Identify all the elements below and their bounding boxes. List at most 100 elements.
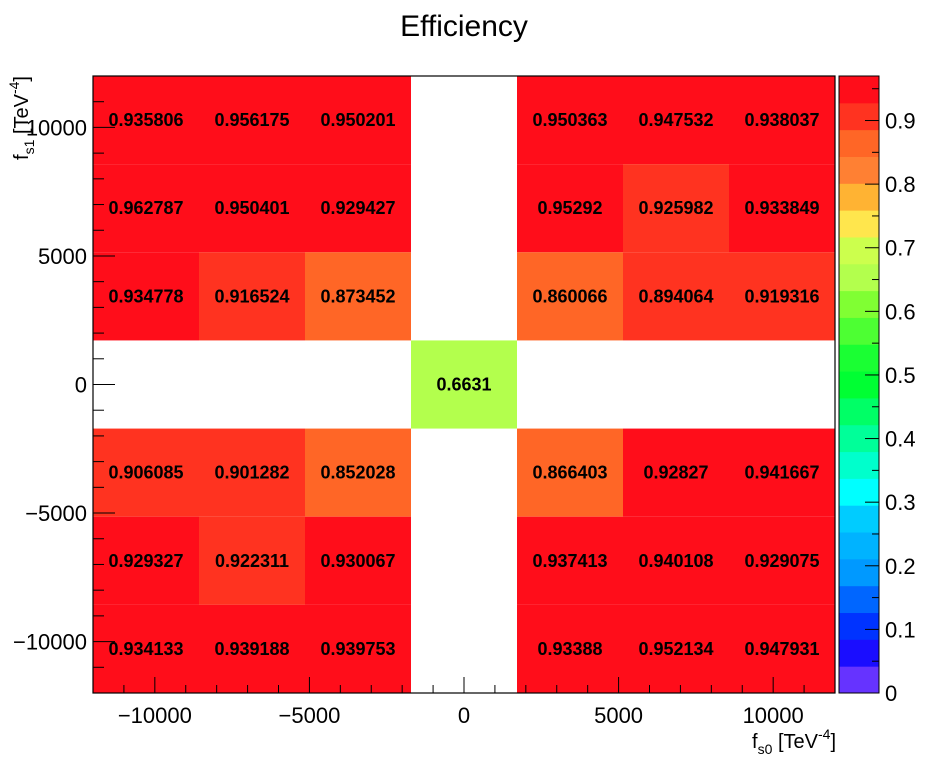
cell-value-label: 0.947532 bbox=[638, 110, 713, 130]
y-axis-title-sup: -4 bbox=[6, 81, 22, 94]
x-tick-label: −10000 bbox=[118, 703, 192, 728]
x-axis-title-sup: -4 bbox=[818, 726, 831, 742]
heatmap-cell bbox=[304, 164, 411, 253]
palette-swatch bbox=[839, 236, 879, 265]
palette-swatch bbox=[839, 532, 879, 560]
heatmap-cell bbox=[517, 604, 624, 693]
cell-value-label: 0.935806 bbox=[108, 110, 183, 130]
y-tick-label: −10000 bbox=[13, 630, 87, 655]
z-tick-label: 0.7 bbox=[885, 236, 916, 261]
x-axis-title-bracket: [TeV bbox=[772, 731, 818, 753]
heatmap-cell bbox=[93, 164, 199, 253]
y-tick-label: 10000 bbox=[26, 115, 87, 140]
palette-swatch bbox=[839, 263, 879, 292]
z-tick-label: 0 bbox=[885, 681, 897, 706]
z-tick-label: 0.9 bbox=[885, 109, 916, 134]
heatmap-cells bbox=[93, 76, 835, 693]
palette-swatch bbox=[839, 451, 879, 479]
cell-value-label: 0.860066 bbox=[532, 286, 607, 306]
x-axis-title: fs0 [TeV-4] bbox=[752, 726, 836, 757]
heatmap-cell bbox=[729, 252, 835, 341]
cell-value-label: 0.956175 bbox=[214, 110, 289, 130]
heatmap-cell bbox=[729, 76, 835, 165]
cell-value-label: 0.950201 bbox=[320, 110, 395, 130]
heatmap-cell bbox=[729, 604, 835, 693]
cell-value-label: 0.941667 bbox=[744, 463, 819, 483]
cell-value-label: 0.873452 bbox=[320, 286, 395, 306]
cell-value-label: 0.947931 bbox=[744, 639, 819, 659]
cell-value-label: 0.934778 bbox=[108, 286, 183, 306]
cell-value-label: 0.6631 bbox=[436, 375, 491, 395]
palette-swatch bbox=[839, 639, 879, 667]
palette-swatch bbox=[839, 129, 879, 157]
cell-value-label: 0.934133 bbox=[108, 639, 183, 659]
heatmap-cell bbox=[517, 428, 624, 517]
heatmap-cell bbox=[410, 340, 518, 429]
cell-value-label: 0.938037 bbox=[744, 110, 819, 130]
heatmap-cell bbox=[517, 76, 624, 165]
y-tick-label: −5000 bbox=[25, 501, 87, 526]
heatmap-cell bbox=[623, 604, 729, 693]
y-axis-title-bracket: [TeV bbox=[11, 93, 33, 139]
palette-swatch bbox=[839, 505, 879, 533]
cell-value-label: 0.93388 bbox=[537, 639, 602, 659]
z-tick-label: 0.3 bbox=[885, 490, 916, 515]
heatmap-cell bbox=[304, 604, 411, 693]
cell-value-label: 0.919316 bbox=[744, 286, 819, 306]
heatmap-cell bbox=[623, 252, 729, 341]
cell-value-label: 0.852028 bbox=[320, 463, 395, 483]
cell-value-label: 0.925982 bbox=[638, 198, 713, 218]
cell-value-label: 0.929075 bbox=[744, 551, 819, 571]
cell-value-label: 0.930067 bbox=[320, 551, 395, 571]
z-tick-label: 0.1 bbox=[885, 617, 916, 642]
x-tick-label: 5000 bbox=[594, 703, 643, 728]
x-axis-title-sub: s0 bbox=[758, 741, 773, 757]
x-tick-label: −5000 bbox=[279, 703, 341, 728]
heatmap-cell bbox=[517, 252, 624, 341]
cell-value-label: 0.906085 bbox=[108, 463, 183, 483]
palette-swatch bbox=[839, 317, 879, 345]
palette-swatch bbox=[839, 156, 879, 184]
x-axis-title-main: f bbox=[752, 731, 758, 753]
heatmap-cell bbox=[304, 76, 411, 165]
heatmap-cell bbox=[304, 428, 411, 517]
y-axis-title-sub: s1 bbox=[21, 139, 37, 154]
heatmap-cell bbox=[93, 604, 199, 693]
x-tick-label: 10000 bbox=[743, 703, 804, 728]
heatmap-cell bbox=[198, 428, 305, 517]
palette-swatch bbox=[839, 102, 879, 131]
heatmap-cell bbox=[729, 516, 835, 605]
heatmap-cell bbox=[623, 516, 729, 605]
palette-swatch bbox=[839, 612, 879, 640]
heatmap-cell bbox=[198, 516, 305, 605]
y-axis-title-close: ] bbox=[11, 76, 33, 82]
cell-value-label: 0.929427 bbox=[320, 198, 395, 218]
palette-swatch bbox=[839, 344, 879, 372]
palette-swatch bbox=[839, 397, 879, 426]
cell-value-label: 0.939188 bbox=[214, 639, 289, 659]
heatmap-cell bbox=[93, 516, 199, 605]
palette-swatch bbox=[839, 371, 879, 399]
heatmap-cell bbox=[517, 516, 624, 605]
y-tick-label: 5000 bbox=[38, 244, 87, 269]
heatmap-cell bbox=[198, 76, 305, 165]
heatmap-cell bbox=[517, 164, 624, 253]
cell-value-label: 0.922311 bbox=[215, 551, 289, 571]
palette-swatch bbox=[839, 558, 879, 587]
cell-value-label: 0.952134 bbox=[638, 639, 713, 659]
z-tick-label: 0.5 bbox=[885, 363, 916, 388]
heatmap-cell bbox=[93, 252, 199, 341]
heatmap-cell bbox=[198, 164, 305, 253]
z-tick-label: 0.2 bbox=[885, 554, 916, 579]
palette-swatch bbox=[839, 76, 879, 104]
y-axis-title-main: f bbox=[11, 154, 33, 160]
x-axis-title-close: ] bbox=[830, 731, 836, 753]
z-axis: 0 0.1 0.2 0.3 0.4 0.5 0.6 0.7 0.8 0.9 bbox=[865, 88, 916, 706]
cell-value-label: 0.962787 bbox=[108, 198, 183, 218]
palette-frame bbox=[838, 75, 880, 694]
cell-value-label: 0.937413 bbox=[532, 551, 607, 571]
cell-value-label: 0.901282 bbox=[214, 463, 289, 483]
cell-value-label: 0.950401 bbox=[214, 198, 289, 218]
z-tick-label: 0.6 bbox=[885, 299, 916, 324]
